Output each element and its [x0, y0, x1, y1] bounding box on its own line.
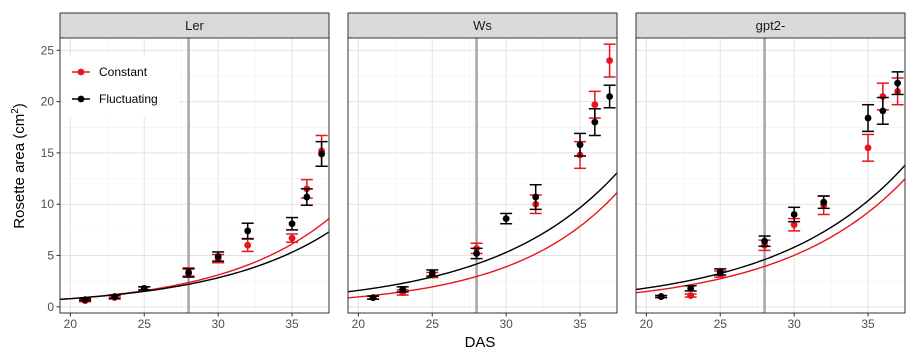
- data-point: [591, 101, 599, 109]
- panel-background: [348, 38, 617, 313]
- data-point: [790, 211, 798, 218]
- data-point: [657, 293, 665, 300]
- x-tick-label: 25: [426, 317, 440, 331]
- x-tick-label: 35: [861, 317, 875, 331]
- y-tick-label: 15: [41, 146, 55, 160]
- y-tick-label: 5: [47, 249, 54, 263]
- facet-label: Ler: [185, 18, 204, 33]
- y-axis-title: Rosette area (cm2): [10, 103, 28, 229]
- data-point: [303, 193, 311, 201]
- x-tick-label: 30: [499, 317, 513, 331]
- legend-label: Fluctuating: [99, 92, 158, 106]
- data-point: [790, 221, 798, 229]
- fit-curve-fluctuating: [60, 231, 329, 301]
- data-point: [576, 141, 584, 149]
- y-tick-label: 25: [41, 43, 55, 57]
- data-point: [591, 118, 599, 126]
- facet-strip: [635, 12, 906, 39]
- x-tick-label: 20: [352, 317, 366, 331]
- fit-curve-constant: [636, 178, 905, 294]
- x-tick-label: 30: [211, 317, 225, 331]
- data-point: [185, 269, 192, 277]
- data-point: [288, 234, 296, 242]
- panel-ws: Ws 20 25 30 35: [347, 12, 618, 331]
- x-tick-label: 30: [787, 317, 801, 331]
- data-point: [894, 79, 902, 87]
- data-point: [820, 198, 828, 206]
- facet-label: gpt2-: [756, 18, 786, 33]
- data-point: [214, 253, 222, 260]
- data-point: [716, 268, 724, 276]
- fit-curve-fluctuating: [348, 172, 617, 293]
- x-tick-label: 25: [138, 317, 152, 331]
- data-point: [532, 193, 540, 201]
- data-point: [606, 57, 614, 64]
- data-point: [244, 241, 252, 249]
- y-tick-label: 20: [41, 95, 55, 109]
- panel-border: [347, 37, 618, 314]
- data-point: [687, 284, 695, 292]
- data-point: [879, 107, 887, 115]
- fit-curve-constant: [348, 192, 617, 299]
- legend-key-point: [77, 95, 85, 103]
- data-point: [502, 215, 510, 222]
- series-fluctuating: [636, 71, 905, 300]
- y-tick-label: 10: [41, 197, 55, 211]
- data-point: [473, 250, 480, 257]
- panels-layer: Ler 20 25 30 35 Ws 20 25 30 35 gpt2- 20 25 30 35 0 5 10 15…: [41, 12, 906, 331]
- data-point: [606, 93, 614, 100]
- series-fluctuating: [348, 84, 617, 302]
- data-point: [864, 114, 872, 122]
- data-point: [318, 150, 326, 158]
- data-point: [369, 294, 377, 302]
- panel-border: [59, 37, 330, 314]
- panel-background: [636, 38, 905, 313]
- data-point: [288, 220, 296, 228]
- panel-border: [635, 37, 906, 314]
- data-point: [81, 296, 89, 304]
- data-point: [761, 237, 768, 245]
- facet-strip: [59, 12, 330, 39]
- legend-entry-fluctuating: Fluctuating: [72, 92, 158, 106]
- legend-background: [65, 55, 179, 117]
- legend-label: Constant: [99, 65, 148, 79]
- facet-label: Ws: [473, 18, 492, 33]
- data-point: [244, 227, 252, 235]
- y-tick-label: 0: [47, 300, 54, 314]
- legend: Constant Fluctuating: [65, 55, 179, 117]
- x-tick-label: 35: [573, 317, 587, 331]
- fit-curve-fluctuating: [636, 164, 905, 291]
- panel-gpt2: gpt2- 20 25 30 35: [635, 12, 906, 331]
- data-point: [864, 144, 872, 152]
- facet-strip: [347, 12, 618, 39]
- x-tick-label: 35: [285, 317, 299, 331]
- x-tick-label: 20: [64, 317, 78, 331]
- data-point: [399, 285, 407, 293]
- data-point: [111, 293, 119, 300]
- legend-key-point: [77, 68, 85, 76]
- x-axis-title: DAS: [465, 334, 496, 351]
- x-tick-label: 25: [714, 317, 728, 331]
- series-fluctuating: [60, 140, 329, 304]
- x-tick-label: 20: [640, 317, 654, 331]
- legend-entry-constant: Constant: [72, 65, 148, 79]
- data-point: [428, 269, 436, 277]
- data-point: [140, 284, 148, 292]
- data-point: [687, 292, 695, 299]
